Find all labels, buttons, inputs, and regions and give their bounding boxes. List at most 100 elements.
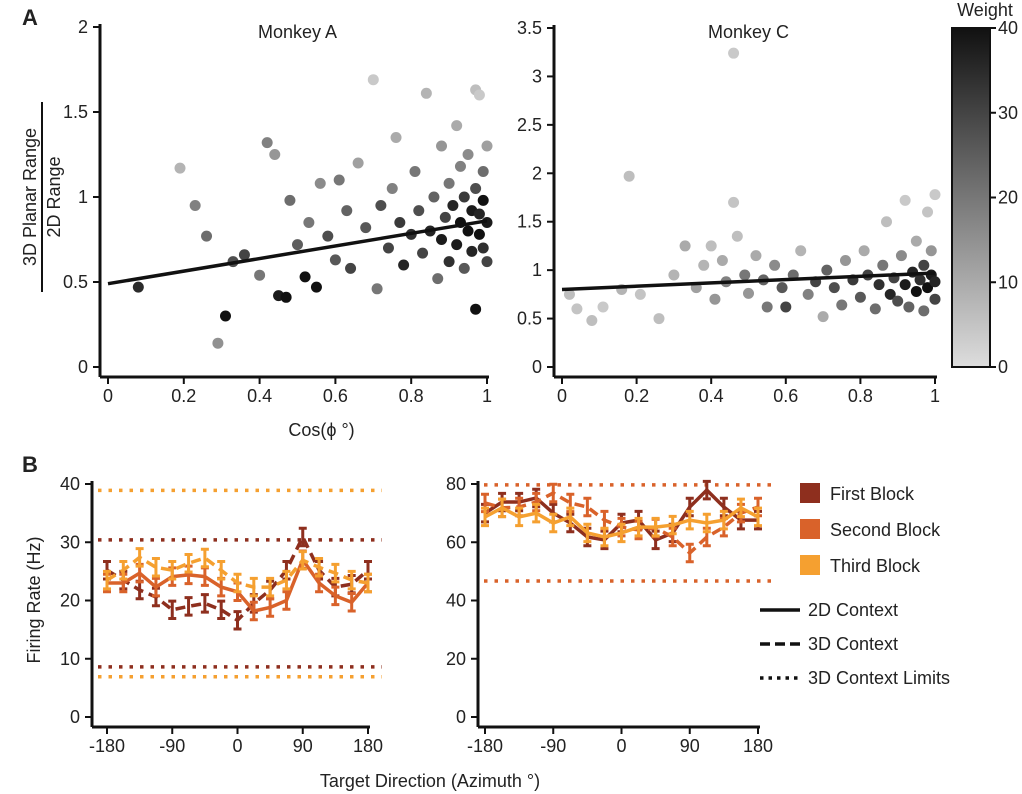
y-tick-label: 2.5 (517, 115, 542, 135)
error-bar (249, 600, 258, 622)
scatter-point (436, 234, 448, 245)
scatter-point (597, 301, 609, 313)
y-tick-label: 3 (532, 66, 542, 86)
scatter-point (761, 301, 773, 313)
error-bar (151, 557, 160, 578)
scatter-point (903, 301, 915, 313)
error-bar (217, 559, 226, 581)
scatter-point (341, 205, 353, 217)
y-tick-label: 2 (78, 17, 88, 37)
scatter-point (873, 279, 885, 291)
colorbar-tick-label: 40 (998, 18, 1018, 38)
regression-line (561, 271, 936, 292)
y-tick-label: 80 (446, 474, 466, 494)
chart-0 (93, 24, 493, 384)
scatter-point (895, 250, 907, 262)
error-bar (481, 506, 489, 528)
scatter-point (780, 301, 792, 313)
error-bar (233, 610, 242, 631)
chart-2 (85, 481, 382, 734)
scatter-point (854, 291, 866, 303)
scatter-point (375, 200, 387, 211)
y-tick-label: 2 (532, 163, 542, 183)
scatter-point (922, 206, 934, 218)
scatter-point (420, 87, 432, 99)
scatter-point (432, 273, 444, 285)
scatter-point (360, 222, 372, 234)
y-tick-label: 0 (78, 357, 88, 377)
scatter-point (462, 225, 474, 237)
error-bar (347, 569, 356, 591)
scatter-point (329, 254, 341, 266)
error-bar (184, 596, 193, 617)
y-tick-label: 1.5 (517, 212, 542, 232)
error-bar (315, 557, 324, 578)
colorbar-tick-label: 30 (998, 103, 1018, 123)
scatter-point (254, 269, 266, 281)
x-tick-label: -90 (540, 736, 566, 756)
scatter-point (447, 200, 459, 211)
x-tick-label: 90 (293, 736, 313, 756)
error-bar (249, 576, 258, 598)
error-bar (200, 593, 209, 614)
scatter-point (929, 189, 941, 201)
error-bar (651, 516, 660, 538)
scatter-point (728, 196, 740, 208)
x-tick-label: 1 (930, 386, 940, 406)
scatter-point (477, 242, 489, 254)
error-bar (200, 547, 209, 569)
error-bar (549, 512, 558, 534)
error-bar (135, 547, 144, 568)
error-bar (617, 522, 626, 544)
scatter-point (473, 89, 485, 101)
error-bar (331, 562, 340, 584)
scatter-point (892, 295, 904, 307)
y-label-denominator: 2D Range (44, 156, 64, 237)
error-bar (566, 506, 575, 528)
scatter-point (367, 74, 379, 86)
scatter-point (899, 279, 911, 291)
error-bar (298, 550, 307, 571)
scatter-point (563, 288, 575, 300)
y-tick-label: 1 (532, 260, 542, 280)
y-tick-label: 20 (60, 591, 80, 611)
scatter-point (345, 262, 357, 274)
error-bar (184, 552, 193, 574)
error-bar (498, 497, 507, 519)
colorbar-tick-label: 10 (998, 272, 1018, 292)
scatter-point (918, 305, 930, 317)
x-tick-label: 0.8 (848, 386, 873, 406)
y-tick-label: 1.5 (63, 102, 88, 122)
y-tick-label: 60 (446, 532, 466, 552)
scatter-point (481, 140, 493, 152)
scatter-point (280, 291, 292, 303)
scatter-point (413, 205, 425, 217)
error-bar (685, 542, 694, 564)
error-bar (600, 526, 609, 548)
scatter-point (481, 256, 493, 268)
scatter-point (473, 208, 485, 220)
error-bar (583, 496, 592, 518)
x-tick-label: -180 (467, 736, 503, 756)
scatter-point (390, 132, 402, 143)
scatter-point (739, 269, 751, 281)
scatter-point (219, 310, 231, 322)
scatter-point (571, 303, 583, 315)
error-bar (168, 559, 177, 581)
error-bar (634, 516, 643, 538)
y-tick-label: 0.5 (517, 309, 542, 329)
scatter-point (436, 140, 448, 152)
x-tick-label: 0.4 (699, 386, 724, 406)
x-tick-label: 90 (680, 736, 700, 756)
scatter-point (132, 281, 144, 293)
y-tick-label: 0 (70, 707, 80, 727)
scatter-point (586, 315, 598, 327)
scatter-point (839, 254, 851, 266)
x-tick-label: 0 (232, 736, 242, 756)
scatter-point (914, 274, 926, 286)
error-bar (266, 576, 275, 598)
scatter-point (310, 281, 322, 293)
scatter-point (269, 149, 281, 160)
scatter-point (877, 259, 889, 271)
